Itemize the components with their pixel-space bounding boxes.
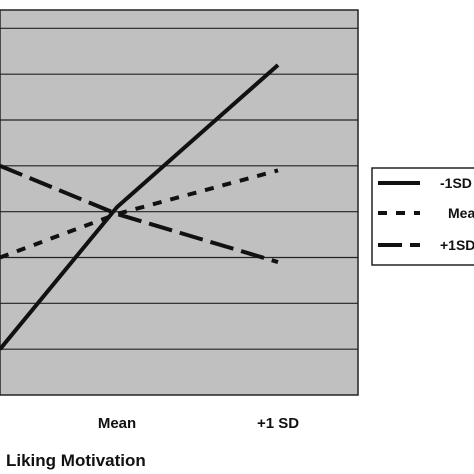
legend-label-minus-1sd: -1SD — [440, 175, 472, 191]
series-line-minus-1sd — [0, 63, 280, 351]
series-line-plus-1sd — [0, 163, 279, 265]
plot-area — [0, 9, 359, 396]
legend-label-plus-1sd: +1SD — [440, 237, 474, 253]
legend-label-mean: Mean — [448, 205, 474, 221]
legend: -1SD Mean +1SD — [371, 167, 474, 266]
x-tick-label-mean: Mean — [98, 415, 136, 432]
x-tick-label-plus-1sd: +1 SD — [257, 415, 299, 432]
series-line-mean — [0, 168, 279, 260]
series-lines — [0, 63, 280, 351]
grid-lines — [0, 27, 358, 350]
x-axis-title: Liking Motivation — [6, 451, 146, 470]
legend-box — [371, 167, 474, 266]
